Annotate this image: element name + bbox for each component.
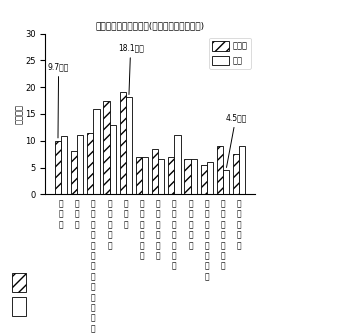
Text: 飲
食
店
、
宿
泊
業: 飲 食 店 、 宿 泊 業 (172, 199, 177, 271)
Bar (191, 159, 197, 194)
Text: 運
輸
業: 運 輸 業 (124, 199, 128, 229)
Bar (233, 154, 239, 194)
Bar (12, 297, 26, 316)
Bar (55, 141, 61, 194)
Bar (168, 157, 174, 194)
Bar (142, 157, 148, 194)
Bar (71, 151, 77, 194)
Bar (174, 135, 180, 194)
Bar (239, 146, 245, 194)
Bar (158, 159, 164, 194)
Text: 複
合
サ
ー
ビ
ス
業: 複 合 サ ー ビ ス 業 (221, 199, 225, 271)
Bar (110, 125, 116, 194)
Text: 金
融
・
保
険
業: 金 融 ・ 保 険 業 (156, 199, 161, 260)
Y-axis label: （時間）: （時間） (15, 104, 24, 124)
Bar (207, 162, 213, 194)
Bar (217, 146, 223, 194)
Bar (94, 109, 99, 194)
Text: 医
療
、
福
祉: 医 療 、 福 祉 (188, 199, 193, 250)
Text: 建
設
業: 建 設 業 (59, 199, 64, 229)
Bar (103, 100, 110, 194)
Text: サ
ー
ビ
ス
業: サ ー ビ ス 業 (237, 199, 242, 250)
Bar (184, 159, 191, 194)
Text: 卸
売
・
小
売
業: 卸 売 ・ 小 売 業 (140, 199, 144, 260)
Bar (223, 170, 229, 194)
Bar (87, 133, 94, 194)
Text: 教
育
、
学
習
支
援
業: 教 育 、 学 習 支 援 業 (205, 199, 209, 281)
Title: 産業別所定外労働時間(事業所規模５人以上): 産業別所定外労働時間(事業所規模５人以上) (96, 21, 205, 30)
Text: 18.1時間: 18.1時間 (118, 43, 143, 94)
Text: 情
報
通
信
業: 情 報 通 信 業 (107, 199, 112, 250)
Bar (120, 92, 126, 194)
Bar (152, 149, 158, 194)
Bar (12, 273, 26, 292)
Bar (136, 157, 142, 194)
Bar (77, 135, 83, 194)
Bar (126, 97, 132, 194)
Text: 製
造
業: 製 造 業 (75, 199, 80, 229)
Text: 4.5時間: 4.5時間 (225, 113, 246, 168)
Legend: 岐阜県, 全国: 岐阜県, 全国 (209, 38, 251, 69)
Bar (201, 165, 207, 194)
Text: 9.7時間: 9.7時間 (48, 62, 69, 138)
Text: 電
気
・
ガ
ス
・
熱
供
給
・
水
道
業: 電 気 ・ ガ ス ・ 熱 供 給 ・ 水 道 業 (91, 199, 96, 333)
Bar (61, 136, 67, 194)
